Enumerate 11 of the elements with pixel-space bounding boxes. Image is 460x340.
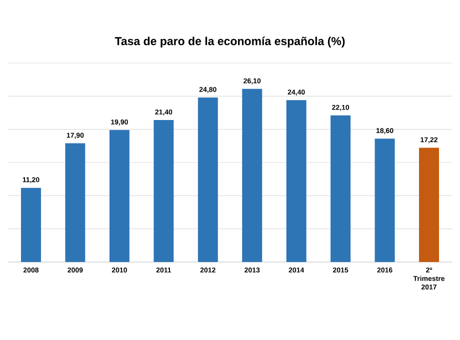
bar (198, 97, 218, 262)
bar (374, 138, 395, 262)
bar (154, 120, 174, 262)
bar (20, 188, 41, 262)
bar (330, 115, 351, 262)
bar (286, 100, 306, 262)
chart-title: Tasa de paro de la economía española (%) (114, 36, 345, 48)
bar (419, 148, 440, 262)
bar (242, 88, 262, 262)
bar (109, 130, 130, 262)
bar (65, 143, 86, 262)
